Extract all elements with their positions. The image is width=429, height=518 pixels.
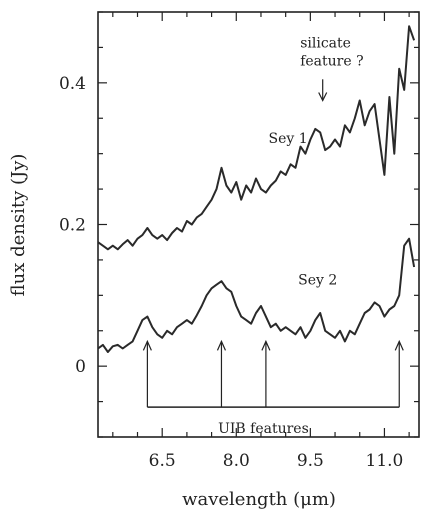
uib-arrowhead [216, 339, 227, 351]
uib-arrowhead [261, 339, 271, 351]
uib-label: UIB features [218, 421, 309, 437]
x-tick-label: 6.5 [149, 451, 176, 471]
sey2-label: Sey 2 [298, 273, 337, 289]
series-group [97, 25, 416, 353]
series-line-2 [97, 237, 416, 353]
x-axis-label: wavelength (μm) [182, 489, 336, 510]
x-tick-label: 8.0 [223, 451, 250, 471]
plot-border [97, 11, 420, 438]
annotations-group: Sey 1 Sey 2 silicate feature ? UIB features [142, 35, 404, 437]
silicate-arrowhead [318, 92, 328, 102]
silicate-label-line: feature ? [300, 53, 363, 69]
sey1-label: Sey 1 [269, 131, 308, 147]
y-tick-label: 0.4 [59, 74, 86, 94]
y-tick-label: 0.2 [59, 216, 86, 236]
uib-arrowhead [394, 339, 404, 351]
x-tick-label: 11.0 [366, 451, 404, 471]
tick-labels-group: 6.5 8.0 9.5 11.0 0 0.2 0.4 [59, 74, 403, 471]
uib-arrowhead [142, 339, 152, 351]
silicate-label-line: silicate [300, 35, 351, 51]
x-tick-label: 9.5 [297, 451, 324, 471]
series-line-1 [97, 25, 416, 251]
plot-frame [97, 11, 420, 438]
y-tick-label: 0 [75, 357, 86, 377]
y-axis-label: flux density (Jy) [8, 154, 29, 297]
